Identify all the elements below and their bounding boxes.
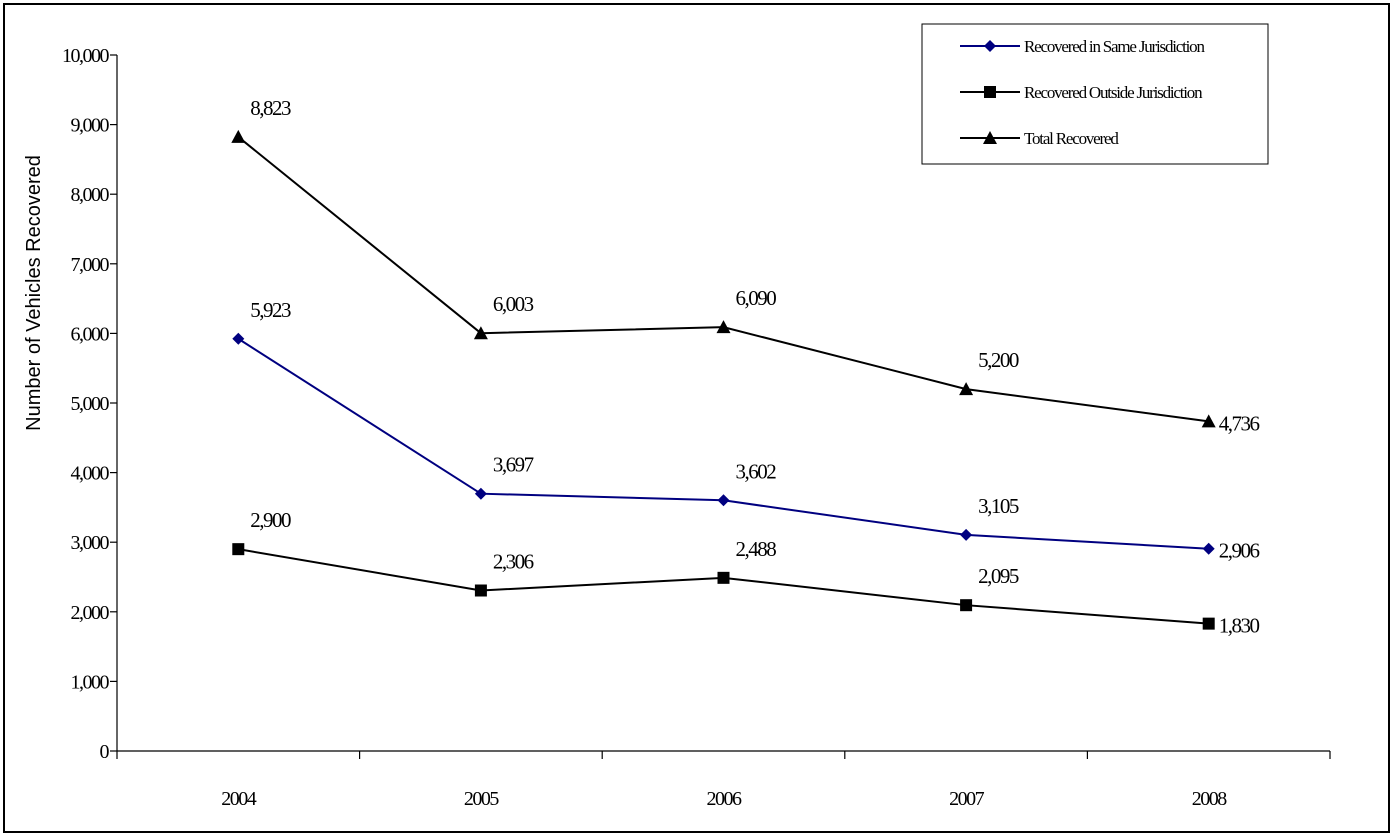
legend-box [921,23,1269,165]
y-tick-label: 9,000 [71,115,110,137]
y-tick-label: 10,000 [62,45,110,67]
data-label: 3,697 [493,453,534,477]
data-label: 2,900 [250,508,291,532]
data-label: 3,602 [736,459,777,483]
series-line [237,136,1209,423]
data-point [474,584,487,597]
series-line [238,548,1209,625]
x-tick-label: 2006 [707,788,743,810]
y-axis-title: Number of Vehicles Recovered [23,155,45,431]
series-square: 2,900 2,306 2,488 2,095 1,830 [232,508,1261,638]
data-point [232,543,245,556]
data-point [231,129,246,143]
y-tick-label: 2,000 [71,602,110,624]
legend-marker [983,131,997,144]
y-tick-label: 4,000 [71,463,110,485]
data-point [1202,617,1215,630]
x-tick-label: 2005 [464,788,500,810]
series-triangle: 8,823 6,003 6,090 5,200 4,736 [231,96,1261,435]
data-label: 2,906 [1219,539,1260,563]
y-tick-label: 3,000 [71,532,110,554]
x-tick-label: 2008 [1192,788,1228,810]
data-point [1201,414,1216,428]
data-point [960,528,973,541]
data-label: 2,306 [493,550,534,574]
data-label: 2,488 [736,537,777,561]
data-point [960,599,973,612]
data-point [474,487,487,500]
y-tick-label: 5,000 [71,393,110,415]
data-label: 5,923 [250,298,291,322]
data-label: 3,105 [978,494,1019,518]
data-point [717,571,730,584]
data-label: 1,830 [1219,614,1260,638]
legend-label: Recovered in Same Jurisdiction [1024,37,1205,56]
x-tick-label: 2007 [949,788,985,810]
y-tick-label: 1,000 [71,671,110,693]
legend-marker [984,40,996,52]
data-label: 6,003 [493,292,534,316]
data-point [717,494,730,507]
y-tick-label: 7,000 [71,254,110,276]
legend-label: Total Recovered [1024,129,1119,148]
series-line [237,337,1209,550]
data-point [232,332,245,345]
data-point [473,326,488,340]
y-tick-label: 8,000 [71,184,110,206]
x-tick-label: 2004 [221,788,257,810]
data-label: 4,736 [1219,411,1260,435]
data-label: 6,090 [736,286,777,310]
legend-marker [984,86,996,98]
axes: 0 1,000 2,000 3,000 4,000 5,000 6,000 7,000 8,00… [62,45,1331,810]
series-layer: 5,923 3,697 3,602 3,105 2,906 2,900 2,306 2,488… [231,96,1261,638]
data-label: 5,200 [978,348,1019,372]
data-point [959,382,974,396]
legend: Recovered in Same Jurisdiction Recovered … [921,23,1269,165]
data-label: 2,095 [978,564,1019,588]
data-point [716,320,731,334]
y-tick-label: 6,000 [71,323,110,345]
data-label: 8,823 [250,96,291,120]
y-tick-label: 0 [100,741,110,763]
series-diamond: 5,923 3,697 3,602 3,105 2,906 [232,298,1261,563]
legend-label: Recovered Outside Jurisdiction [1024,83,1203,102]
data-point [1202,542,1215,555]
